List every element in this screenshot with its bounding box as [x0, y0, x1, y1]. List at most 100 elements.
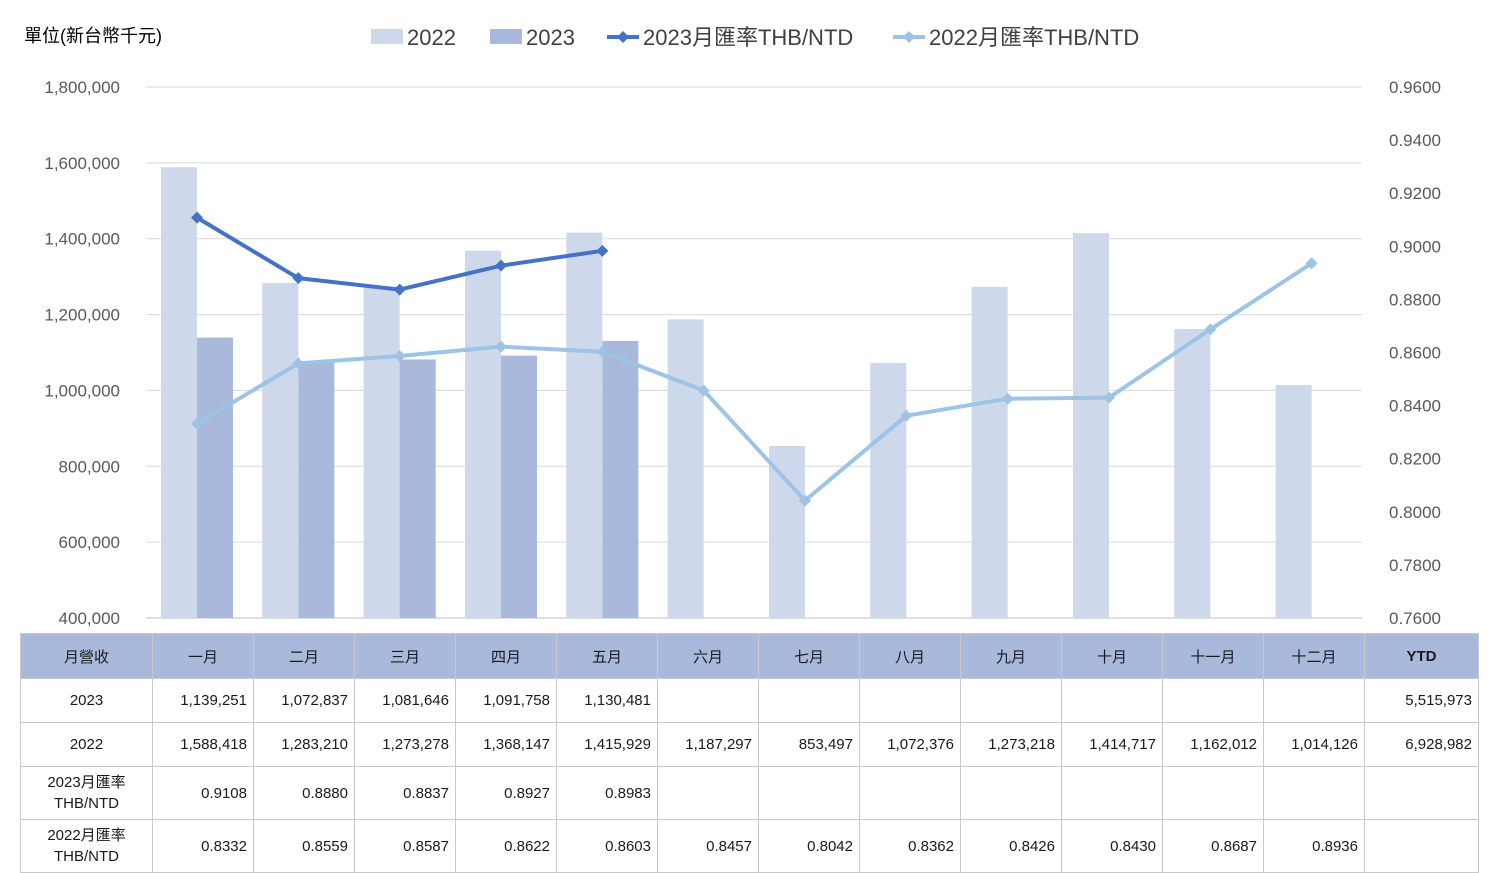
line-point-marker [596, 345, 609, 358]
table-cell: 1,273,278 [354, 722, 456, 767]
table-cell: 0.8332 [152, 819, 254, 873]
table-cell [859, 678, 961, 723]
legend-label: 2022 [407, 25, 456, 50]
bar-group [161, 167, 1312, 619]
bar-2023 [399, 359, 436, 618]
table-cell [1162, 766, 1264, 820]
y-left-tick-label: 1,800,000 [44, 78, 120, 97]
table-cell: 0.8430 [1061, 819, 1163, 873]
table-cell: 0.8426 [960, 819, 1062, 873]
legend-label: 2022月匯率THB/NTD [929, 25, 1139, 50]
table-row-label: 2023 [20, 678, 153, 723]
table-row-label: 2023月匯率 THB/NTD [20, 766, 153, 820]
revenue-table: 月營收 一月 二月 三月 四月 五月 六月 七月 八月 九月 十月 十一月 十二月 YTD 2023 1,… [20, 633, 1479, 873]
table-cell [758, 766, 860, 820]
y-right-tick-label: 0.9400 [1389, 131, 1441, 150]
table-cell: 0.8603 [556, 819, 658, 873]
table-cell [758, 678, 860, 723]
y-right-tick-label: 0.7600 [1389, 609, 1441, 628]
table-month-header: 九月 [960, 633, 1062, 679]
y-left-tick-label: 600,000 [59, 533, 120, 552]
y-axis-right: 0.7600 0.7800 0.8000 0.8200 0.8400 0.8600 0.88… [1389, 78, 1441, 628]
bar-2022 [870, 362, 907, 618]
line-point-marker [1204, 323, 1217, 336]
line-point-marker [393, 283, 406, 296]
table-cell: 1,588,418 [152, 722, 254, 767]
table-cell: 6,928,982 [1364, 722, 1479, 767]
table-cell [1263, 766, 1365, 820]
y-right-tick-label: 0.9600 [1389, 78, 1441, 97]
table-cell [1263, 678, 1365, 723]
bar-2023 [602, 340, 639, 618]
line-point-marker [799, 494, 811, 507]
table-cell [657, 678, 759, 723]
bar-2022 [1275, 385, 1312, 618]
line-point-marker [1001, 392, 1014, 405]
line-point-marker [292, 272, 305, 285]
y-left-tick-label: 400,000 [59, 609, 120, 628]
table-row-label: 2022 [20, 722, 153, 767]
table-cell [859, 766, 961, 820]
table-row-label: 2022月匯率 THB/NTD [20, 819, 153, 873]
table-cell: 1,014,126 [1263, 722, 1365, 767]
line-point-marker [495, 259, 507, 272]
line-point-marker [393, 349, 406, 362]
table-cell: 0.8559 [253, 819, 355, 873]
table-cell: 1,162,012 [1162, 722, 1264, 767]
table-cell: 1,187,297 [657, 722, 759, 767]
table-month-header: 十月 [1061, 633, 1163, 679]
table-cell [657, 766, 759, 820]
table-cell: 5,515,973 [1364, 678, 1479, 723]
table-cell: 853,497 [758, 722, 860, 767]
table-month-header: 五月 [556, 633, 658, 679]
unit-label: 單位(新台幣千元) [24, 26, 162, 46]
revenue-exchange-chart: 單位(新台幣千元) 2022 2023 2023月匯率THB/NTD 2022月匯率T… [24, 25, 1441, 628]
y-right-tick-label: 0.9200 [1389, 184, 1441, 203]
table-cell: 1,072,837 [253, 678, 355, 723]
y-right-tick-label: 0.8800 [1389, 290, 1441, 309]
legend-label: 2023 [526, 25, 575, 50]
bar-2022 [1073, 233, 1109, 619]
bar-2022 [161, 167, 197, 618]
table-cell: 1,273,218 [960, 722, 1062, 767]
legend-swatch-bar [490, 29, 522, 44]
y-right-tick-label: 0.9000 [1389, 237, 1441, 256]
table-month-header: 十二月 [1263, 633, 1365, 679]
gridlines [146, 86, 1362, 619]
y-right-tick-label: 0.8600 [1389, 344, 1441, 363]
table-month-header: 六月 [657, 633, 759, 679]
table-cell [1061, 766, 1163, 820]
table-cell: 1,139,251 [152, 678, 254, 723]
bar-2023 [298, 362, 335, 618]
table-row: 2022月匯率 THB/NTD 0.8332 0.8559 0.8587 0.8622 0.… [20, 819, 1479, 873]
line-point-marker [697, 384, 710, 397]
table-body: 2023 1,139,251 1,072,837 1,081,646 1,091,758… [20, 678, 1479, 873]
line-point-marker [191, 417, 203, 430]
data-table-container: 月營收 一月 二月 三月 四月 五月 六月 七月 八月 九月 十月 十一月 十二月 YTD 2023 1,… [20, 633, 1479, 873]
table-corner-header: 月營收 [20, 633, 153, 679]
table-cell: 0.8622 [455, 819, 557, 873]
table-cell: 1,081,646 [354, 678, 456, 723]
table-month-header: 四月 [455, 633, 557, 679]
legend-marker [903, 31, 915, 43]
line-point-marker [292, 357, 305, 370]
bar-2022 [363, 286, 400, 618]
y-left-tick-label: 800,000 [59, 457, 120, 476]
table-cell: 1,130,481 [556, 678, 658, 723]
table-header-row: 月營收 一月 二月 三月 四月 五月 六月 七月 八月 九月 十月 十一月 十二月 YTD [20, 633, 1479, 679]
table-cell: 0.8587 [354, 819, 456, 873]
y-left-tick-label: 1,600,000 [44, 154, 120, 173]
line-point-marker [1103, 391, 1115, 404]
table-row: 2022 1,588,418 1,283,210 1,273,278 1,368,147… [20, 722, 1479, 767]
table-cell [960, 766, 1062, 820]
table-month-header: 十一月 [1162, 633, 1264, 679]
bar-2022 [769, 445, 805, 618]
table-cell: 1,072,376 [859, 722, 961, 767]
table-row: 2023月匯率 THB/NTD 0.9108 0.8880 0.8837 0.8927 0.… [20, 766, 1479, 820]
y-right-tick-label: 0.8400 [1389, 397, 1441, 416]
y-right-tick-label: 0.8000 [1389, 503, 1441, 522]
y-axis-left: 400,000 600,000 800,000 1,000,000 1,200,000 1… [44, 78, 120, 628]
legend-label: 2023月匯率THB/NTD [643, 25, 853, 50]
table-month-header: 七月 [758, 633, 860, 679]
table-row: 2023 1,139,251 1,072,837 1,081,646 1,091,758… [20, 678, 1479, 723]
